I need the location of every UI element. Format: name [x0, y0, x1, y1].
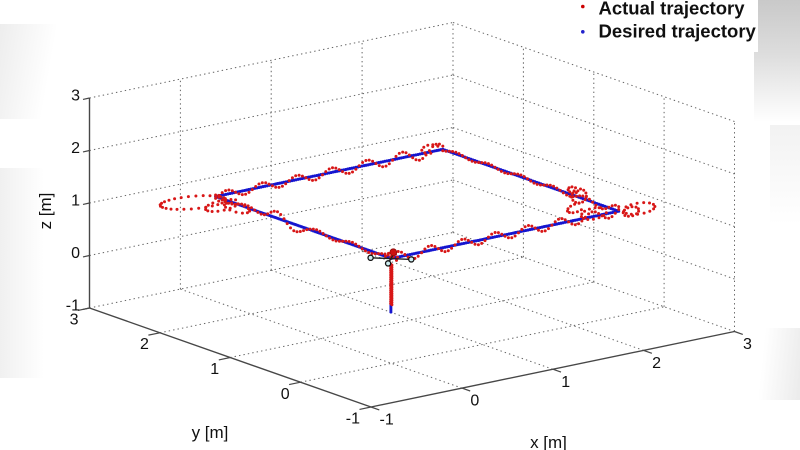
svg-text:3: 3 [70, 312, 79, 329]
svg-text:-1: -1 [380, 412, 394, 429]
svg-text:2: 2 [140, 336, 149, 353]
svg-text:1: 1 [210, 361, 219, 378]
svg-text:z [m]: z [m] [36, 193, 55, 230]
svg-text:-1: -1 [346, 411, 360, 428]
svg-text:3: 3 [743, 336, 752, 353]
svg-text:0: 0 [71, 245, 80, 262]
svg-text:1: 1 [71, 193, 80, 210]
svg-text:Desired trajectory: Desired trajectory [599, 21, 757, 42]
svg-text:-1: -1 [66, 298, 80, 315]
svg-text:Actual trajectory: Actual trajectory [599, 0, 746, 19]
svg-text:y [m]: y [m] [192, 423, 229, 442]
svg-text:2: 2 [71, 140, 80, 157]
svg-text:1: 1 [561, 374, 570, 391]
svg-text:0: 0 [281, 386, 290, 403]
svg-text:2: 2 [652, 355, 661, 372]
svg-text:3: 3 [71, 88, 80, 105]
svg-text:x [m]: x [m] [530, 433, 567, 450]
svg-text:0: 0 [470, 393, 479, 410]
